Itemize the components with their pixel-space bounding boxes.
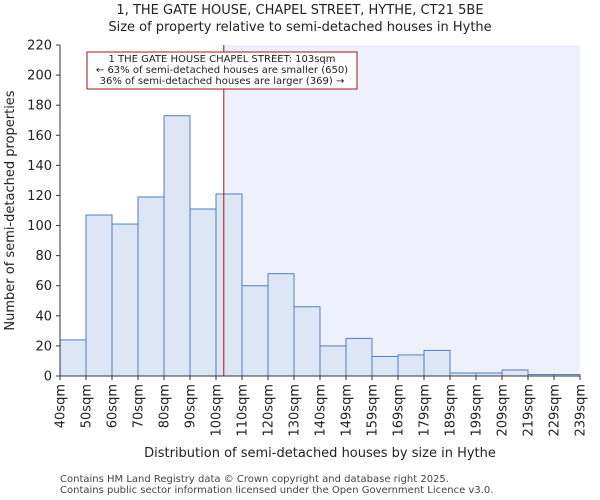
x-tick-label: 80sqm — [158, 384, 173, 428]
y-tick-label: 80 — [35, 249, 52, 264]
x-tick-label: 70sqm — [132, 384, 147, 428]
x-tick-label: 50sqm — [80, 384, 95, 428]
histogram-bar — [111, 223, 139, 377]
x-tick-label: 159sqm — [366, 384, 381, 437]
annotation-box — [86, 51, 358, 90]
annotation-line-2: ← 63% of semi-detached houses are smalle… — [96, 65, 348, 76]
histogram-bar — [501, 369, 529, 377]
histogram-bar — [215, 193, 243, 377]
histogram-bar — [423, 349, 451, 377]
chart-subtitle: Size of property relative to semi-detach… — [108, 20, 492, 35]
footer-line-1: Contains HM Land Registry data © Crown c… — [60, 474, 449, 485]
x-tick-label: 40sqm — [54, 384, 69, 428]
histogram-bar — [85, 214, 113, 377]
y-tick-label: 60 — [35, 279, 52, 294]
histogram-bar — [371, 355, 399, 377]
chart-title: 1, THE GATE HOUSE, CHAPEL STREET, HYTHE,… — [116, 3, 484, 18]
x-tick-label: 90sqm — [184, 384, 199, 428]
histogram-bar — [241, 285, 269, 377]
histogram-bar — [59, 339, 87, 377]
histogram-bar — [163, 115, 191, 377]
y-tick-label: 40 — [35, 309, 52, 324]
x-tick-label: 100sqm — [210, 384, 225, 437]
y-tick-label: 120 — [27, 189, 52, 204]
x-tick-label: 120sqm — [262, 384, 277, 437]
histogram-bar — [189, 208, 217, 377]
histogram-bar — [293, 306, 321, 377]
footer-line-2: Contains public sector information licen… — [60, 485, 494, 496]
x-tick-label: 219sqm — [522, 384, 537, 437]
x-tick-label: 199sqm — [470, 384, 485, 437]
histogram-bar — [267, 273, 295, 377]
x-tick-label: 140sqm — [314, 384, 329, 437]
x-tick-label: 209sqm — [496, 384, 511, 437]
y-tick-label: 220 — [27, 39, 52, 54]
histogram-bar — [397, 354, 425, 377]
x-tick-label: 239sqm — [574, 384, 589, 437]
y-tick-label: 160 — [27, 129, 52, 144]
annotation-line-3: 36% of semi-detached houses are larger (… — [100, 76, 345, 87]
x-tick-label: 229sqm — [548, 384, 563, 437]
x-tick-label: 189sqm — [444, 384, 459, 437]
y-tick-label: 0 — [44, 370, 52, 385]
y-tick-label: 100 — [27, 219, 52, 234]
histogram-bar — [137, 196, 165, 377]
y-axis-label: Number of semi-detached properties — [3, 90, 18, 330]
x-axis-label: Distribution of semi-detached houses by … — [144, 446, 496, 461]
y-tick-label: 180 — [27, 99, 52, 114]
y-tick-label: 200 — [27, 69, 52, 84]
annotation-line-1: 1 THE GATE HOUSE CHAPEL STREET: 103sqm — [108, 54, 335, 65]
x-tick-label: 60sqm — [106, 384, 121, 428]
x-tick-label: 169sqm — [392, 384, 407, 437]
x-tick-label: 110sqm — [236, 384, 251, 437]
x-tick-label: 130sqm — [288, 384, 303, 437]
y-tick-label: 140 — [27, 159, 52, 174]
x-tick-label: 179sqm — [418, 384, 433, 437]
histogram-bar — [319, 345, 347, 377]
histogram-bar — [345, 337, 373, 377]
y-tick-label: 20 — [35, 339, 52, 354]
x-tick-label: 149sqm — [340, 384, 355, 437]
